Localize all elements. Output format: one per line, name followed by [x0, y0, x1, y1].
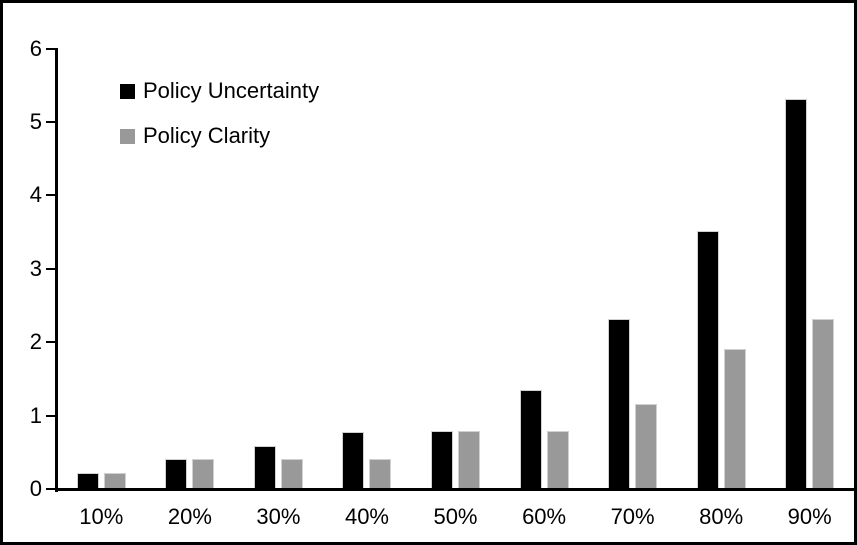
legend-swatch-policy-uncertainty [120, 83, 135, 99]
legend-item-policy-clarity: Policy Clarity [120, 123, 319, 148]
x-axis-label-70%: 70% [610, 504, 655, 529]
y-axis-tick-label-0: 0 [29, 476, 42, 501]
y-axis-tick-0 [46, 488, 55, 490]
bar-policy-uncertainty-50% [432, 431, 452, 489]
bar-policy-clarity-10% [104, 474, 125, 489]
bar-policy-clarity-20% [193, 460, 214, 489]
legend-item-policy-uncertainty: Policy Uncertainty [120, 78, 320, 103]
bar-policy-uncertainty-20% [166, 460, 187, 489]
y-axis-line [55, 47, 58, 492]
y-axis-tick-1 [46, 414, 55, 417]
bar-policy-uncertainty-30% [254, 447, 275, 489]
bar-policy-uncertainty-90% [786, 100, 807, 489]
x-axis-line [55, 488, 854, 491]
x-axis-label-30%: 30% [256, 504, 301, 529]
legend-swatch-policy-clarity [120, 128, 135, 144]
bar-policy-uncertainty-40% [343, 433, 364, 489]
bar-policy-clarity-50% [459, 431, 479, 489]
y-axis-tick-2 [46, 341, 55, 344]
bar-policy-clarity-80% [724, 349, 745, 489]
bar-policy-clarity-90% [813, 320, 834, 489]
y-axis-tick-label-6: 6 [29, 35, 42, 61]
y-axis-tick-5 [46, 121, 55, 123]
bar-policy-clarity-40% [370, 460, 391, 489]
y-axis-tick-label-3: 3 [29, 255, 42, 281]
x-axis-label-20%: 20% [167, 504, 212, 529]
bar-policy-uncertainty-10% [77, 474, 98, 489]
legend-label-policy-uncertainty: Policy Uncertainty [143, 78, 320, 103]
y-axis-tick-4 [46, 194, 55, 197]
x-axis-label-40%: 40% [344, 504, 389, 529]
bar-policy-uncertainty-70% [609, 320, 630, 489]
bar-policy-clarity-60% [547, 431, 568, 489]
chart-legend: Policy Uncertainty Policy Clarity [120, 78, 320, 171]
y-axis-tick-label-5: 5 [29, 109, 42, 134]
y-axis-tick-3 [46, 267, 55, 270]
y-axis-tick-6 [46, 47, 55, 50]
y-axis-tick-label-2: 2 [29, 329, 42, 355]
legend-label-policy-clarity: Policy Clarity [143, 123, 271, 148]
bar-policy-uncertainty-80% [697, 232, 718, 489]
x-axis-label-60%: 60% [522, 504, 567, 529]
x-axis-label-10%: 10% [79, 504, 124, 529]
x-axis-label-50%: 50% [433, 504, 478, 529]
x-axis-label-90%: 90% [787, 504, 832, 529]
bar-policy-uncertainty-60% [520, 391, 541, 489]
bar-policy-clarity-70% [636, 404, 657, 489]
y-axis-tick-label-4: 4 [29, 182, 42, 208]
y-axis-tick-label-1: 1 [29, 402, 42, 428]
x-axis-label-80%: 80% [699, 504, 744, 529]
bar-policy-clarity-30% [281, 460, 302, 489]
